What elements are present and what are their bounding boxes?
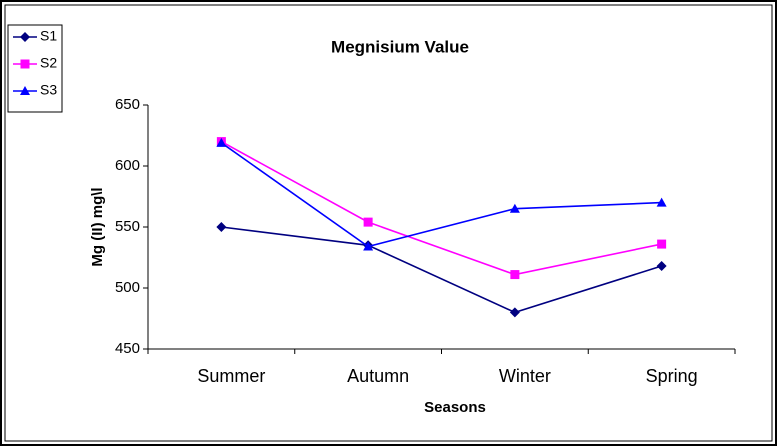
marker [510,270,520,280]
legend-label: S2 [40,55,57,71]
y-axis-label: Mg (II) mg\l [89,187,106,266]
series-line [220,142,662,248]
marker [20,86,30,95]
inner-border [4,4,773,442]
y-tick-label: 450 [115,340,140,357]
chart-title: Megnisium Value [331,37,469,56]
marker [20,32,30,42]
x-axis-label: Seasons [424,399,486,416]
series-line [221,226,662,314]
legend-label: S3 [40,82,57,98]
x-tick-label: Spring [646,366,698,386]
marker [216,137,227,147]
marker [216,222,227,232]
marker [20,59,30,69]
series-line [220,140,662,276]
legend-box [7,24,63,113]
y-tick-label: 600 [115,157,140,174]
marker [363,241,374,251]
marker [656,197,667,207]
marker [363,217,373,227]
x-tick-label: Summer [197,366,265,386]
x-tick-label: Autumn [347,366,409,386]
marker [656,261,667,272]
legend-label: S1 [40,28,57,44]
marker [657,239,667,249]
y-tick-label: 550 [115,218,140,235]
y-tick-label: 500 [115,279,140,296]
y-tick-label: 650 [115,96,140,113]
x-tick-label: Winter [499,366,551,386]
marker [509,307,520,318]
marker [509,203,520,213]
